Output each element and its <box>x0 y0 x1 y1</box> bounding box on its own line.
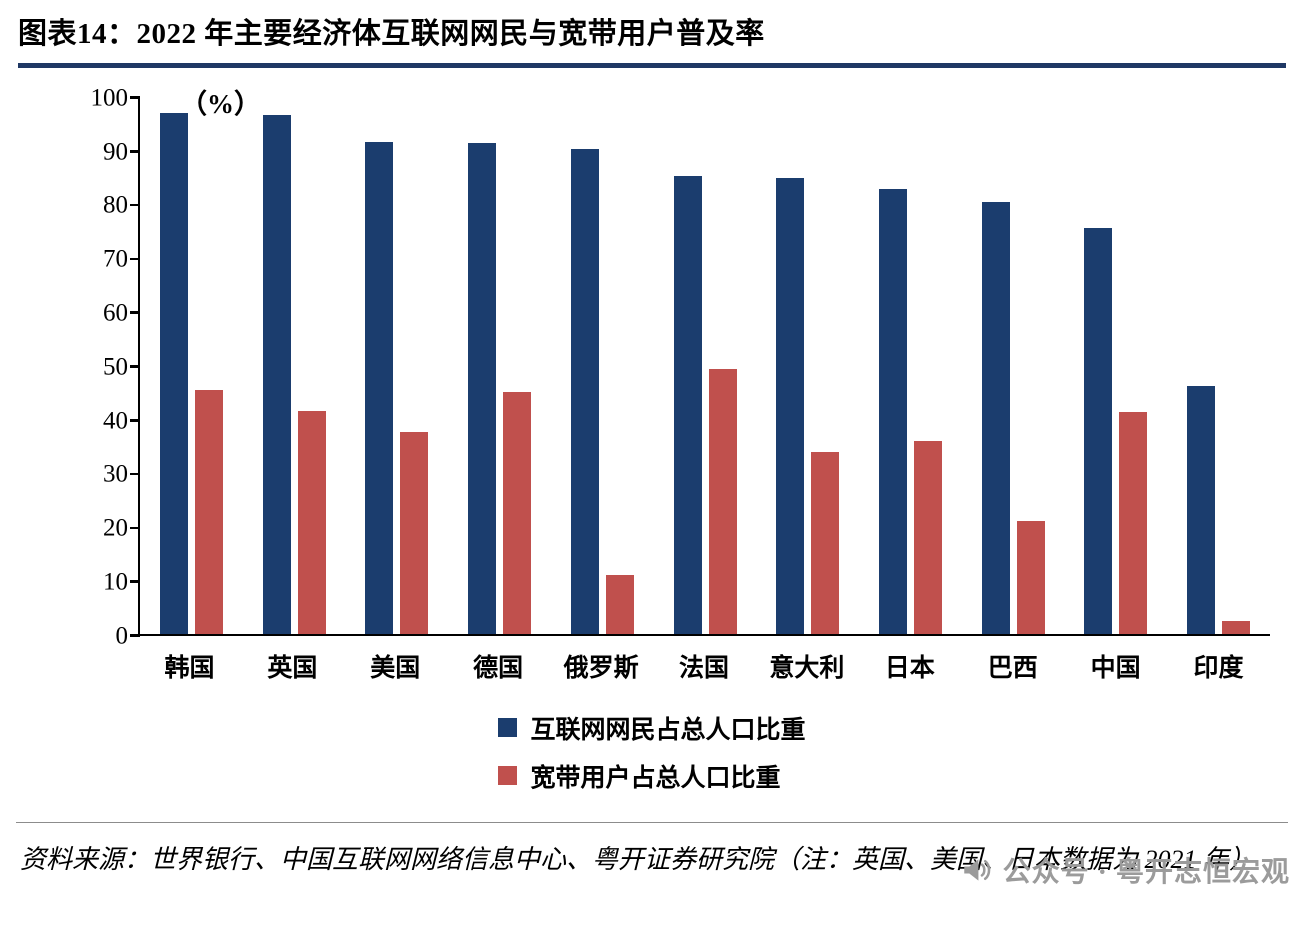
y-tick-label: 10 <box>103 568 128 596</box>
title-underline <box>18 62 1286 68</box>
x-axis-cells: 韩国 英国 美国 德国 俄罗斯 法国 意大利 日本 巴西 中国 印度 <box>138 648 1270 684</box>
watermark-text: 公众号 · 粤开志恒宏观 <box>1002 857 1290 888</box>
watermark: 公众号 · 粤开志恒宏观 <box>960 850 1290 890</box>
x-axis-label: 意大利 <box>769 654 845 682</box>
x-axis-label: 印度 <box>1193 654 1244 682</box>
bar-group <box>756 98 859 634</box>
x-axis-label: 巴西 <box>987 654 1038 682</box>
legend: 互联网网民占总人口比重 宽带用户占总人口比重 <box>498 710 806 794</box>
bar-internet-users <box>1187 385 1216 634</box>
bar-group <box>551 98 654 634</box>
plot-area <box>138 97 1270 636</box>
bar-group <box>140 98 243 634</box>
x-axis-spacer <box>78 648 138 684</box>
y-tick-label: 100 <box>90 84 129 112</box>
y-tick-label: 20 <box>103 514 128 542</box>
legend-label: 互联网网民占总人口比重 <box>530 716 806 744</box>
bar-internet-users <box>262 115 291 634</box>
y-tick-label: 90 <box>103 138 128 165</box>
bar-broadband-users <box>914 440 942 634</box>
bar-internet-users <box>981 202 1010 634</box>
legend-swatch <box>498 718 518 738</box>
bar-broadband-users <box>400 431 429 634</box>
bar-broadband-users <box>1222 620 1251 634</box>
y-tick-label: 40 <box>103 407 128 434</box>
x-axis-label: 英国 <box>267 654 318 682</box>
bar-group <box>654 98 757 634</box>
bar-group <box>1065 98 1168 634</box>
bar-group <box>859 98 962 634</box>
bar-internet-users <box>673 176 702 634</box>
x-axis-label: 俄罗斯 <box>563 654 639 682</box>
x-axis-label: 德国 <box>473 654 524 682</box>
bar-group <box>448 98 551 634</box>
bar-group <box>243 98 346 634</box>
bar-internet-users <box>570 149 599 634</box>
x-axis-label: 美国 <box>370 654 421 682</box>
source-note: 资料来源：世界银行、中国互联网网络信息中心、粤开证券研究院（注：英国、美国、日本… <box>20 844 1256 874</box>
bar-broadband-users <box>297 411 326 634</box>
y-tick-label: 50 <box>103 353 128 381</box>
bar-internet-users <box>1084 228 1113 634</box>
bar-chart: 0 10 20 30 40 50 60 70 80 90 100 （%） <box>78 85 1270 648</box>
bar-broadband-users <box>605 574 634 634</box>
y-axis-labels: 0 10 20 30 40 50 60 70 80 90 100 <box>78 85 138 648</box>
bar-group <box>962 98 1065 634</box>
legend-label: 宽带用户占总人口比重 <box>530 764 781 792</box>
legend-swatch <box>498 766 518 786</box>
legend-item: 宽带用户占总人口比重 <box>498 758 805 794</box>
bar-broadband-users <box>1119 412 1148 634</box>
bar-group <box>1167 98 1270 634</box>
x-axis-label: 中国 <box>1090 654 1141 682</box>
bar-broadband-users <box>503 391 532 634</box>
y-tick-label: 0 <box>115 622 129 650</box>
y-tick-label: 80 <box>103 191 128 219</box>
bar-internet-users <box>365 141 394 634</box>
bar-group <box>345 98 448 634</box>
bar-broadband-users <box>811 451 840 634</box>
plot-wrap: （%） <box>130 89 1270 637</box>
chart-title: 图表14：2022 年主要经济体互联网网民与宽带用户普及率 <box>18 18 765 50</box>
y-tick-label: 60 <box>103 299 128 327</box>
bar-internet-users <box>159 112 188 634</box>
bar-internet-users <box>468 142 497 634</box>
x-axis-label: 韩国 <box>164 654 215 682</box>
y-tick-label: 70 <box>103 245 128 273</box>
bar-broadband-users <box>1016 520 1045 634</box>
footer-divider <box>16 821 1288 823</box>
y-tick-label: 30 <box>103 460 128 488</box>
x-axis-labels: 韩国 英国 美国 德国 俄罗斯 法国 意大利 日本 巴西 中国 印度 <box>78 648 1270 684</box>
x-axis-label: 法国 <box>678 654 729 682</box>
bar-internet-users <box>879 189 907 634</box>
legend-item: 互联网网民占总人口比重 <box>498 710 806 746</box>
bar-internet-users <box>776 178 805 634</box>
megaphone-icon <box>963 859 990 881</box>
bar-broadband-users <box>194 390 223 634</box>
bar-broadband-users <box>708 368 737 634</box>
x-axis-label: 日本 <box>884 654 935 682</box>
unit-label: （%） <box>180 88 261 119</box>
